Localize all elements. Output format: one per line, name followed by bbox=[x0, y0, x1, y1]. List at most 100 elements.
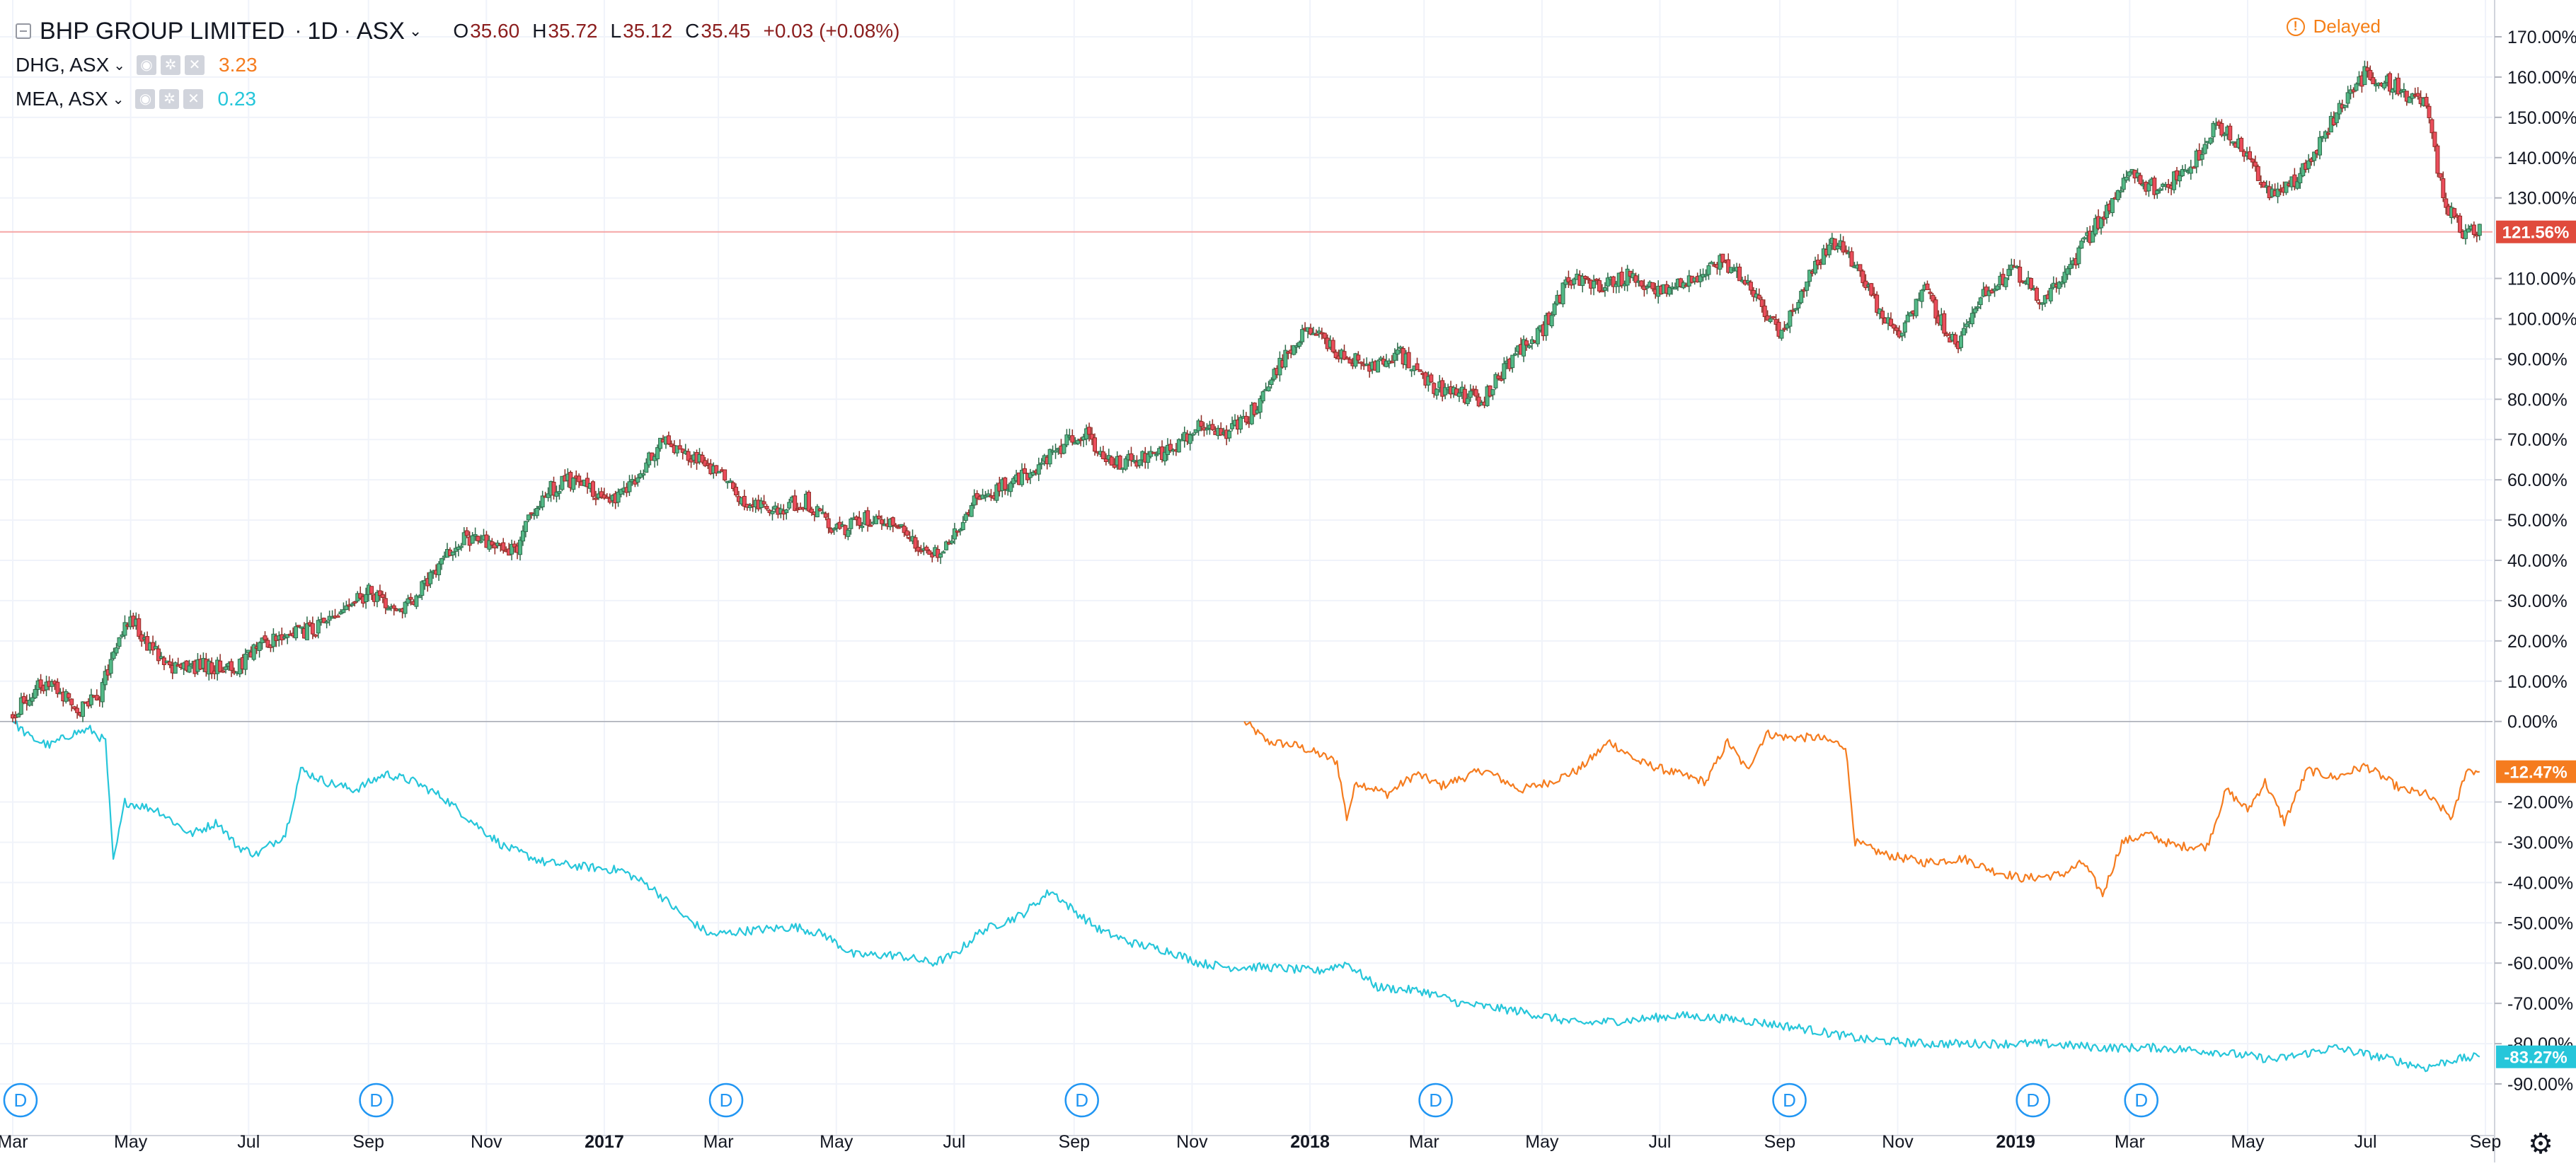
main-interval[interactable]: 1D bbox=[307, 17, 338, 45]
candle-body bbox=[1513, 353, 1518, 356]
x-tick-label: Jul bbox=[2354, 1132, 2377, 1152]
candle-body bbox=[2208, 137, 2213, 144]
candle-body bbox=[2042, 295, 2047, 304]
candle-body bbox=[2362, 66, 2367, 86]
x-tick-label: 2019 bbox=[1996, 1132, 2035, 1152]
candle-body bbox=[55, 681, 60, 694]
candle-body bbox=[1093, 437, 1098, 452]
candle-body bbox=[2388, 73, 2393, 92]
y-tick-label: -40.00% bbox=[2507, 873, 2573, 893]
dividend-circle bbox=[708, 1083, 744, 1118]
dividend-marker[interactable]: D bbox=[359, 1083, 393, 1118]
candle-body bbox=[1928, 292, 1933, 294]
gear-icon[interactable]: ✲ bbox=[161, 55, 181, 75]
candle-body bbox=[316, 620, 321, 634]
x-tick-label: Mar bbox=[0, 1132, 28, 1152]
candle-body bbox=[2034, 287, 2039, 301]
candle-body bbox=[1549, 315, 1554, 327]
low-value: 35.12 bbox=[623, 20, 673, 42]
legend: BHP GROUP LIMITED · 1D · ASX ⌄ O 35.60 H… bbox=[16, 14, 900, 116]
candle-body bbox=[2104, 204, 2109, 219]
y-tick-label: -50.00% bbox=[2507, 913, 2573, 933]
legend-compare-row-dhg: DHG, ASX ⌄ ◉ ✲ ✕ 3.23 bbox=[16, 48, 900, 82]
candle-body bbox=[512, 543, 517, 548]
candle-body bbox=[2228, 125, 2233, 141]
dividend-marker[interactable]: D bbox=[708, 1083, 744, 1118]
dividend-marker[interactable]: D bbox=[1418, 1083, 1453, 1118]
dividend-label: D bbox=[2026, 1090, 2040, 1111]
candle-body bbox=[809, 509, 814, 513]
dividend-marker[interactable]: D bbox=[1064, 1083, 1099, 1118]
candle-body bbox=[173, 662, 178, 674]
candle-body bbox=[1398, 346, 1403, 349]
reference-lines bbox=[0, 231, 2492, 722]
candle-body bbox=[69, 698, 74, 705]
chevron-down-icon[interactable]: ⌄ bbox=[113, 57, 126, 74]
close-icon[interactable]: ✕ bbox=[185, 55, 205, 75]
eye-icon[interactable]: ◉ bbox=[137, 55, 157, 75]
y-tick-label: 30.00% bbox=[2507, 591, 2568, 611]
open-value: 35.60 bbox=[470, 20, 520, 42]
candle-body bbox=[335, 615, 340, 618]
candle-body bbox=[2477, 224, 2482, 236]
candle-body bbox=[787, 502, 792, 509]
dividend-marker[interactable]: D bbox=[3, 1083, 38, 1118]
gear-icon[interactable]: ⚙ bbox=[2528, 1129, 2553, 1160]
dividend-marker[interactable]: D bbox=[2124, 1083, 2158, 1118]
candle-body bbox=[380, 594, 385, 599]
close-icon[interactable]: ✕ bbox=[183, 89, 204, 109]
candle-body bbox=[941, 551, 946, 554]
chevron-down-icon[interactable]: ⌄ bbox=[408, 22, 422, 40]
dividend-marker[interactable]: D bbox=[1772, 1083, 1807, 1118]
candle-body bbox=[1605, 277, 1610, 287]
candle-body bbox=[16, 713, 21, 718]
candle-body bbox=[2292, 174, 2297, 187]
candle-body bbox=[1129, 453, 1134, 461]
candle-body bbox=[520, 530, 525, 542]
price-labels: 121.56% -12.47% -83.27% bbox=[2496, 220, 2576, 1068]
candle-body bbox=[829, 528, 834, 533]
candle-body bbox=[1429, 374, 1434, 383]
delayed-badge[interactable]: ! Delayed bbox=[2286, 16, 2381, 37]
candle-body bbox=[1176, 439, 1181, 453]
candle-body bbox=[2135, 173, 2140, 178]
candle-body bbox=[1793, 308, 1798, 311]
main-exchange[interactable]: ASX bbox=[356, 17, 405, 45]
main-symbol-title[interactable]: BHP GROUP LIMITED bbox=[40, 17, 285, 45]
candle-body bbox=[1958, 335, 1963, 348]
candle-body bbox=[949, 541, 954, 543]
candle-body bbox=[1861, 270, 1865, 284]
candle-body bbox=[251, 644, 256, 660]
candle-body bbox=[815, 506, 820, 518]
dividend-label: D bbox=[2134, 1090, 2148, 1111]
candle-body bbox=[1300, 329, 1305, 342]
candle-body bbox=[2068, 264, 2073, 270]
candle-body bbox=[1788, 311, 1793, 327]
candle-body bbox=[1543, 315, 1548, 336]
eye-icon[interactable]: ◉ bbox=[135, 89, 156, 109]
candle-body bbox=[874, 516, 879, 524]
candle-body bbox=[2082, 237, 2087, 240]
candle-body bbox=[868, 524, 873, 527]
candle-body bbox=[1039, 462, 1044, 465]
candle-body bbox=[2250, 158, 2255, 163]
candle-body bbox=[2337, 103, 2342, 115]
gear-icon[interactable]: ✲ bbox=[159, 89, 180, 109]
candle-body bbox=[1454, 388, 1459, 396]
compare-symbol[interactable]: MEA, ASX bbox=[16, 88, 108, 110]
dividend-marker[interactable]: D bbox=[2016, 1083, 2051, 1118]
candle-body bbox=[1914, 299, 1919, 316]
candle-body bbox=[666, 435, 671, 444]
chevron-down-icon[interactable]: ⌄ bbox=[112, 91, 125, 108]
collapse-icon[interactable] bbox=[16, 23, 31, 39]
compare-symbol[interactable]: DHG, ASX bbox=[16, 54, 110, 76]
candle-body bbox=[2003, 277, 2008, 287]
y-tick-label: 40.00% bbox=[2507, 551, 2568, 571]
candle-body bbox=[644, 462, 649, 473]
candle-body bbox=[391, 605, 396, 609]
candle-body bbox=[893, 524, 898, 527]
candle-body bbox=[551, 481, 556, 496]
